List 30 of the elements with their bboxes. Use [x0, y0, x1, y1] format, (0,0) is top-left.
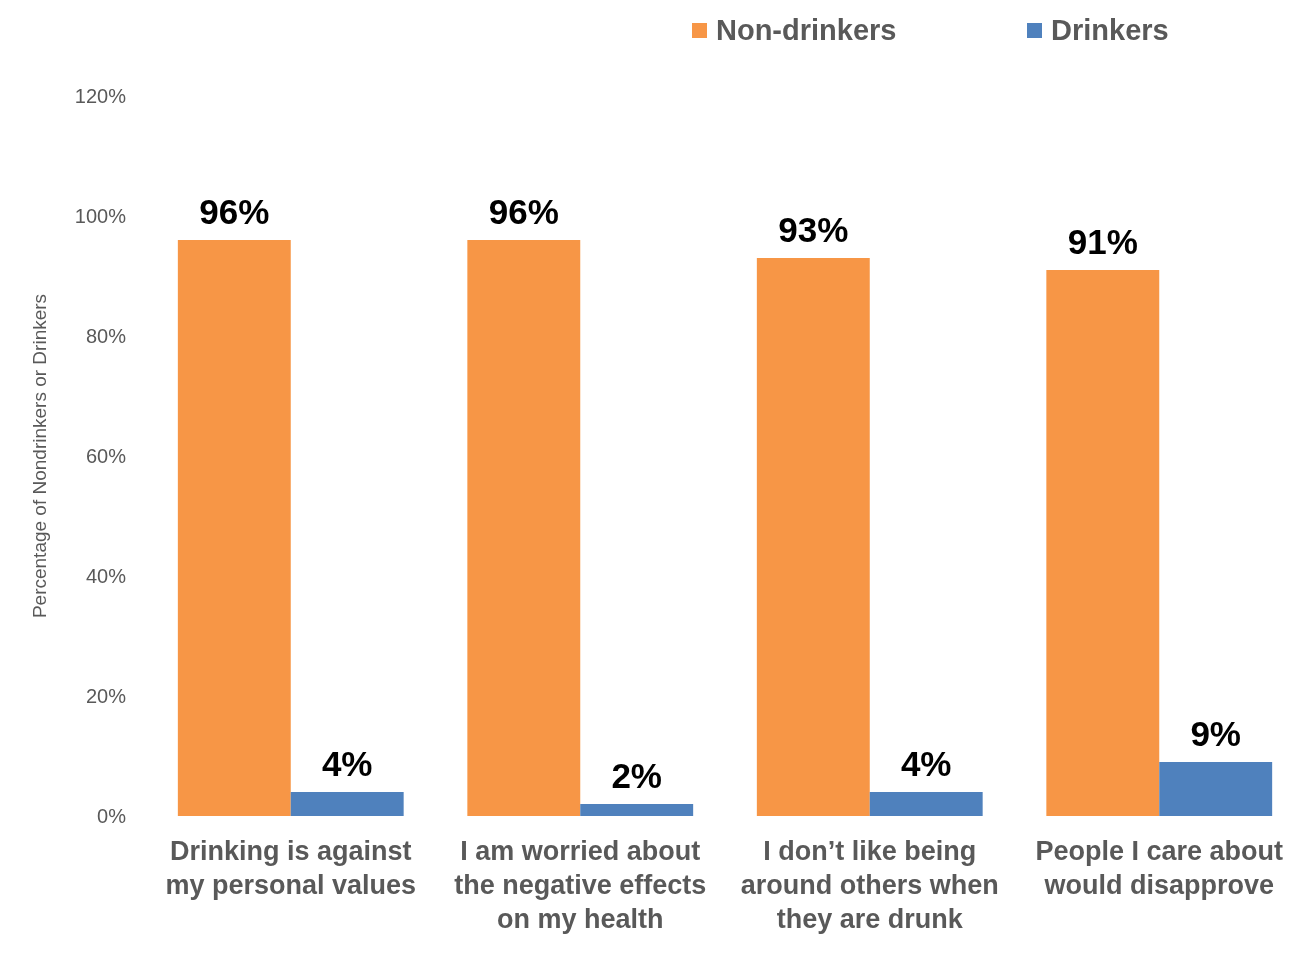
bar [177, 240, 291, 816]
data-label: 4% [321, 744, 373, 783]
bar [869, 792, 983, 816]
y-axis-title: Percentage of Nondrinkers or Drinkers [29, 293, 50, 619]
data-label: 4% [900, 744, 952, 783]
y-tick-label: 20% [85, 685, 127, 707]
x-tick-label: Drinking is against my personal values [165, 836, 417, 900]
x-tick-label: People I care about would disapprove [1035, 836, 1284, 900]
bar [580, 804, 694, 816]
data-label: 91% [1067, 222, 1138, 261]
bar [467, 240, 581, 816]
y-tick-label: 60% [85, 445, 127, 467]
x-tick-label: I am worried about the negative effects on my health [454, 836, 707, 934]
y-tick-label: 0% [97, 805, 127, 827]
y-tick-label: 40% [85, 565, 127, 587]
legend-label: Drinkers [1051, 14, 1169, 47]
legend-label: Non-drinkers [716, 14, 897, 47]
bar [1159, 762, 1273, 816]
data-label: 96% [199, 192, 270, 231]
x-tick-label: I don’t like being around others when they are drunk [740, 836, 999, 934]
data-label: 96% [488, 192, 559, 231]
bar [1046, 270, 1160, 816]
data-label: 9% [1190, 714, 1241, 753]
y-tick-label: 120% [74, 85, 127, 107]
data-label: 93% [778, 210, 849, 249]
bar [290, 792, 404, 816]
bar [756, 258, 870, 816]
data-label: 2% [611, 756, 662, 795]
y-tick-label: 100% [74, 205, 127, 227]
y-tick-label: 80% [85, 325, 127, 347]
